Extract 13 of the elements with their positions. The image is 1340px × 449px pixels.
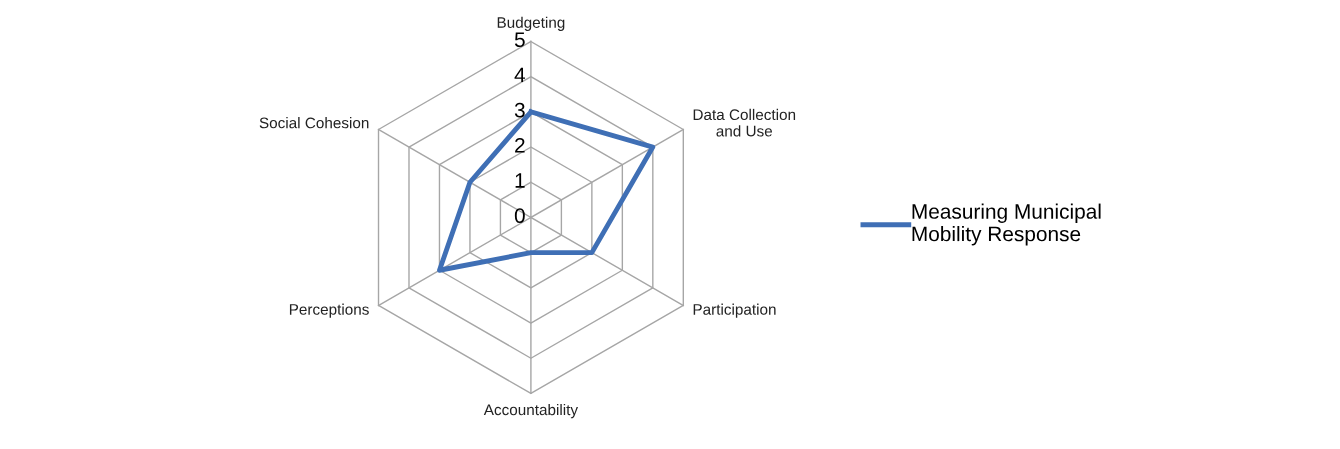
y-tick-label: 1 <box>515 173 525 188</box>
spoke-label: Perceptions <box>289 303 369 318</box>
spoke-label: Data Collection and Use <box>693 108 796 137</box>
spoke-label: Participation <box>693 303 776 318</box>
y-tick-label: 2 <box>515 137 525 153</box>
y-tick-label: 0 <box>514 208 525 224</box>
y-tick-label: 4 <box>514 67 526 83</box>
spoke-label: Accountability <box>483 403 579 419</box>
y-tick-label: 3 <box>514 102 525 118</box>
y-tick-label: 5 <box>514 32 525 48</box>
spoke-label: Social Cohesion <box>259 117 369 129</box>
spoke-label: Budgeting <box>497 16 565 31</box>
legend-label: Measuring Municipal Mobility Response <box>912 203 1101 246</box>
